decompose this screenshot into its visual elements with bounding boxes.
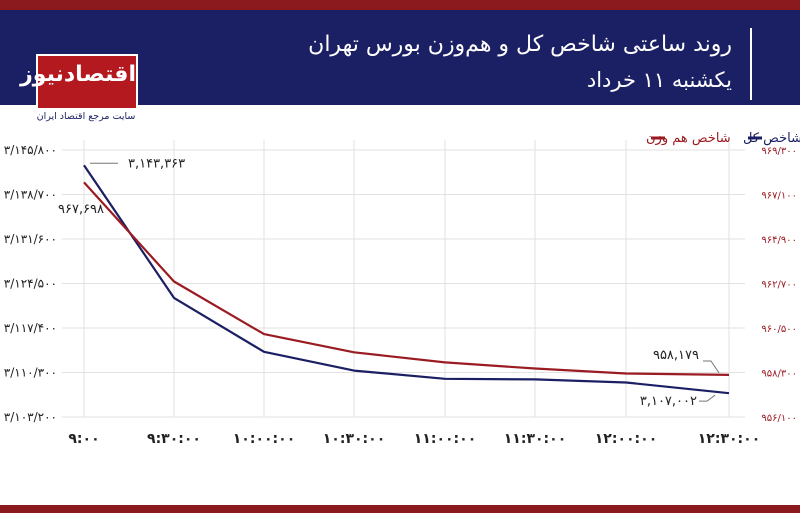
series-line-equal-weight-index: [83, 181, 730, 376]
chart-title: روند ساعتی شاخص کل و هم‌وزن بورس تهران: [308, 32, 732, 57]
bottom-accent-strip: [0, 505, 800, 513]
logo-text: اقتصادنیوز: [20, 62, 136, 87]
x-tick-label: ۱۰:۰۰:۰۰: [233, 431, 295, 447]
header-divider: [750, 28, 752, 100]
x-tick-label: ۱۱:۰۰:۰۰: [414, 431, 476, 447]
annotation-label: ۹۶۷,۶۹۸: [58, 202, 104, 217]
series-line-total-index: [83, 164, 730, 395]
chart-subtitle: یکشنبه ۱۱ خرداد: [586, 68, 732, 92]
top-accent-strip: [0, 0, 800, 10]
left-tick-label: ۳/۱۳۸/۷۰۰: [4, 188, 57, 202]
right-tick-label: ۹۶۹/۳۰۰: [761, 146, 797, 157]
annotation-leader: [703, 360, 720, 374]
right-tick-label: ۹۵۶/۱۰۰: [761, 413, 797, 424]
x-tick-label: ۱۰:۳۰:۰۰: [323, 431, 385, 447]
left-tick-label: ۳/۱۱۷/۴۰۰: [4, 321, 57, 335]
logo-tagline: سایت مرجع اقتصاد ایران: [30, 108, 142, 126]
x-tick-label: ۹:۰۰: [68, 431, 99, 447]
right-tick-label: ۹۶۴/۹۰۰: [761, 235, 797, 246]
x-tick-label: ۹:۳۰:۰۰: [147, 431, 201, 447]
legend-label-1: شاخص هم وزن: [646, 131, 731, 146]
annotation-leader: [699, 394, 716, 402]
right-tick-label: ۹۶۰/۵۰۰: [761, 324, 797, 335]
left-tick-label: ۳/۱۰۳/۲۰۰: [4, 410, 57, 424]
left-tick-label: ۳/۱۴۵/۸۰۰: [4, 143, 57, 157]
x-tick-label: ۱۲:۰۰:۰۰: [595, 431, 657, 447]
right-tick-label: ۹۶۷/۱۰۰: [761, 191, 797, 202]
x-tick-label: ۱۱:۳۰:۰۰: [504, 431, 566, 447]
annotation-label: ۳,۱۰۷,۰۰۲: [640, 394, 697, 409]
annotation-label: ۹۵۸,۱۷۹: [653, 348, 699, 363]
legend-label-0: شاخص کل: [743, 131, 800, 146]
right-tick-label: ۹۵۸/۳۰۰: [761, 369, 797, 380]
left-tick-label: ۳/۱۳۱/۶۰۰: [4, 232, 57, 246]
x-tick-label: ۱۲:۳۰:۰۰: [698, 431, 760, 447]
left-tick-label: ۳/۱۱۰/۳۰۰: [4, 366, 57, 380]
left-tick-label: ۳/۱۲۴/۵۰۰: [4, 277, 57, 291]
annotation-label: ۳,۱۴۳,۳۶۳: [128, 156, 185, 171]
right-tick-label: ۹۶۲/۷۰۰: [761, 280, 797, 291]
